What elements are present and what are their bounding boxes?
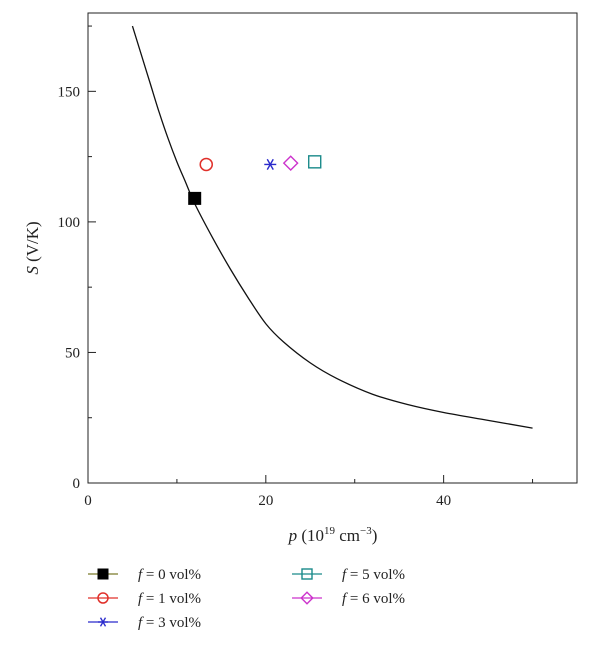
model-curve xyxy=(131,25,533,429)
plot-frame xyxy=(87,12,578,484)
legend-label: f = 1 vol% xyxy=(138,591,201,607)
legend-item: f = 6 vol% xyxy=(292,591,405,607)
y-axis-label: S (V/K) xyxy=(23,221,42,274)
x-tick-label: 20 xyxy=(258,493,273,509)
legend: f = 0 vol% f = 1 vol% f = 3 vol% f = 5 vol%… xyxy=(88,567,405,631)
data-markers xyxy=(188,155,322,205)
y-tick-label: 50 xyxy=(65,345,80,361)
legend-label: f = 3 vol% xyxy=(138,615,201,631)
legend-marker-icon xyxy=(98,617,108,627)
legend-item: f = 3 vol% xyxy=(88,615,201,631)
y-tick-label: 0 xyxy=(73,476,81,492)
data-point-series-0 xyxy=(188,191,202,205)
legend-label: f = 0 vol% xyxy=(138,567,201,583)
data-point-series-4 xyxy=(282,155,299,172)
legend-marker-icon xyxy=(97,592,109,604)
legend-item: f = 0 vol% xyxy=(88,567,201,583)
x-tick-label: 0 xyxy=(84,493,92,509)
data-point-series-1 xyxy=(199,157,213,172)
data-point-series-2 xyxy=(264,158,277,170)
legend-label: f = 6 vol% xyxy=(342,591,405,607)
tick-labels: 0 20 40 0 50 100 150 xyxy=(58,84,452,509)
x-axis-label: p (1019 cm−3) xyxy=(288,525,378,545)
legend-label: f = 5 vol% xyxy=(342,567,405,583)
legend-marker-icon xyxy=(300,591,314,605)
legend-marker-icon xyxy=(301,568,313,580)
legend-item: f = 5 vol% xyxy=(292,567,405,583)
x-tick-label: 40 xyxy=(436,493,451,509)
data-point-series-3 xyxy=(308,155,322,169)
y-tick-label: 150 xyxy=(58,84,81,100)
y-tick-label: 100 xyxy=(58,215,81,231)
axis-ticks xyxy=(87,25,534,484)
legend-item: f = 1 vol% xyxy=(88,591,201,607)
legend-marker-icon xyxy=(97,568,109,580)
